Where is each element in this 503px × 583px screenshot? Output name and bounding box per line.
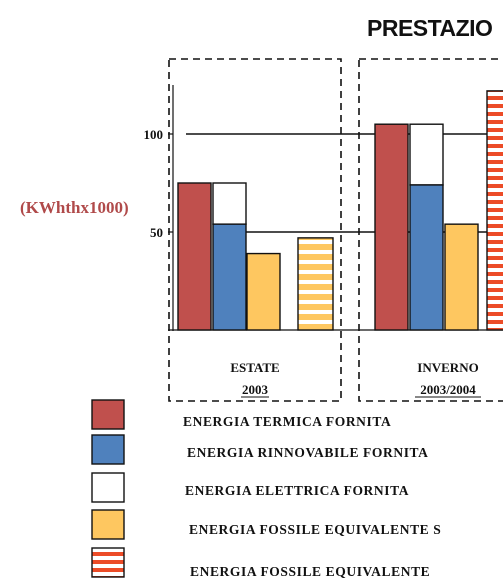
legend-swatch-fossile_striped [91,547,125,578]
legend-label-elettrica: ENERGIA ELETTRICA FORNITA [185,483,409,498]
bar-fossile-striped-1 [297,237,334,331]
bar-fossile-striped-2 [486,90,503,331]
group-frame-1 [168,58,342,402]
bar-rinnovabile-2 [409,184,444,331]
y-tick-label-100: 100 [144,127,164,142]
legend-label-termica: ENERGIA TERMICA FORNITA [183,414,391,429]
chart-title: PRESTAZIO [367,15,492,41]
y-tick-label-50: 50 [150,225,163,240]
legend-swatch-fossile [91,509,125,540]
legend-swatch-elettrica [91,472,125,503]
legend-swatch-termica [91,399,125,430]
group-frame-2 [358,58,503,402]
bar-elettrica-2 [409,123,444,186]
group-sublabel-1: 2003 [242,382,269,397]
bar-rinnovabile-1 [212,223,247,331]
group-label-1: ESTATE [230,360,279,375]
group-label-2: INVERNO [417,360,478,375]
group-sublabel-2: 2003/2004 [420,382,476,397]
legend-label-fossile: ENERGIA FOSSILE EQUIVALENTE S [189,522,441,537]
bar-elettrica-1 [212,182,247,225]
bar-termica-1 [177,182,212,331]
bar-fossile-1 [246,252,281,331]
legend-label-fossile_striped: ENERGIA FOSSILE EQUIVALENTE [190,564,430,579]
bar-fossile-2 [444,223,479,331]
bar-termica-2 [374,123,409,331]
y-axis-label: (KWhthx1000) [20,198,129,217]
legend-swatch-rinnovabile [91,434,125,465]
legend-label-rinnovabile: ENERGIA RINNOVABILE FORNITA [187,445,429,460]
